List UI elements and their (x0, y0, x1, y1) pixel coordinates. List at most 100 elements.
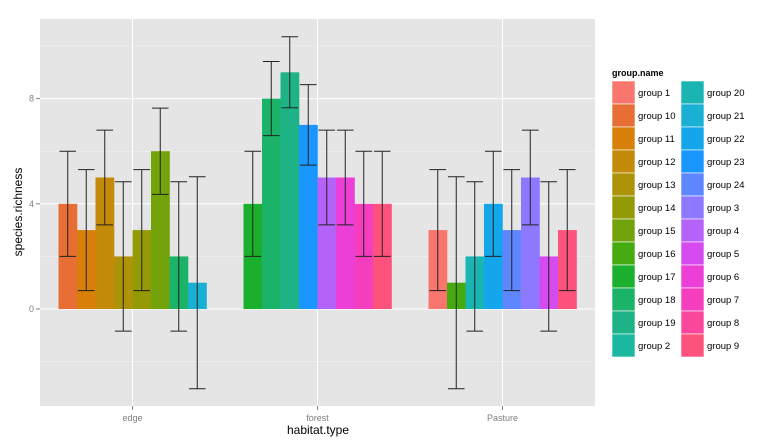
y-axis: 0 4 8 (29, 94, 40, 314)
legend-item: group 10 (611, 103, 676, 128)
legend-item: group 14 (611, 195, 676, 220)
legend-item: group 20 (680, 80, 745, 105)
errorbar-edge-group-15 (151, 107, 169, 195)
errorbar-forest-group-9 (373, 150, 391, 257)
legend-key-swatch (611, 103, 636, 128)
legend-label: group 2 (638, 341, 670, 352)
x-tick-label: edge (122, 413, 142, 423)
errorbar-edge-group-18 (170, 181, 188, 332)
errorbar-edge-group-10 (59, 150, 77, 257)
legend-label: group 16 (638, 249, 676, 260)
bar-edge-group-12 (95, 177, 115, 309)
errorbar-forest-group-23 (299, 84, 317, 166)
bar-Pasture-group-3 (521, 177, 540, 309)
y-tick-label: 0 (29, 304, 34, 314)
legend-key-swatch (611, 310, 636, 335)
legend-key-swatch (680, 103, 705, 128)
errorbar-edge-group-21 (188, 176, 206, 390)
legend: group.name group 1 group 10 group 11 group … (611, 68, 745, 358)
legend-item: group 16 (611, 241, 676, 266)
legend-key-swatch (611, 172, 636, 197)
legend-item: group 7 (680, 287, 739, 312)
bar-forest-group-23 (299, 124, 318, 310)
y-tick-label: 8 (29, 94, 34, 104)
legend-item: group 19 (611, 310, 676, 335)
legend-item: group 4 (680, 218, 739, 243)
legend-item: group 1 (611, 80, 670, 105)
bar-forest-group-18 (262, 98, 281, 309)
legend-label: group 17 (638, 272, 676, 283)
legend-label: group 18 (638, 295, 676, 306)
legend-item: group 24 (680, 172, 745, 197)
legend-label: group 1 (638, 88, 670, 99)
legend-key-swatch (611, 126, 636, 151)
legend-key-swatch (680, 195, 705, 220)
legend-label: group 14 (638, 203, 676, 214)
errorbar-Pasture-group-5 (540, 181, 558, 332)
legend-key-swatch (611, 195, 636, 220)
legend-key-swatch (680, 333, 705, 358)
errorbar-Pasture-group-22 (484, 150, 502, 257)
legend-item: group 11 (611, 126, 675, 151)
errorbar-Pasture-group-16 (447, 176, 465, 390)
legend-key-swatch (611, 80, 636, 105)
legend-key-swatch (680, 172, 705, 197)
errorbar-forest-group-7 (355, 150, 373, 257)
errorbar-forest-group-6 (336, 129, 354, 226)
bar-forest-group-19 (280, 72, 300, 309)
legend-label: group 11 (638, 134, 675, 145)
errorbar-edge-group-11 (77, 169, 95, 292)
legend-item: group 13 (611, 172, 676, 197)
legend-key-swatch (611, 241, 636, 266)
legend-item: group 22 (680, 126, 745, 151)
legend-item: group 17 (611, 264, 676, 289)
bar-forest-group-6 (336, 177, 355, 309)
bar-forest-group-4 (317, 177, 337, 309)
legend-item: group 23 (680, 149, 745, 174)
y-axis-title: species.richness (11, 168, 25, 257)
legend-label: group 23 (707, 157, 745, 168)
legend-key-swatch (680, 287, 705, 312)
x-tick-label: forest (306, 413, 329, 423)
legend-item: group 9 (680, 333, 739, 358)
legend-label: group 7 (707, 295, 739, 306)
x-axis: edge forest Pasture (122, 406, 518, 423)
errorbar-edge-group-13 (114, 181, 132, 332)
errorbar-Pasture-group-9 (558, 169, 576, 292)
legend-key-swatch (680, 149, 705, 174)
legend-key-swatch (611, 264, 636, 289)
legend-key-swatch (611, 333, 636, 358)
legend-label: group 15 (638, 226, 676, 237)
legend-item: group 8 (680, 310, 739, 335)
legend-item: group 21 (680, 103, 745, 128)
legend-item: group 3 (680, 195, 739, 220)
legend-title: group.name (612, 68, 664, 78)
legend-label: group 10 (638, 111, 676, 122)
legend-item: group 5 (680, 241, 739, 266)
legend-label: group 13 (638, 180, 676, 191)
legend-label: group 5 (707, 249, 739, 260)
x-axis-title: habitat.type (287, 423, 349, 437)
legend-item: group 15 (611, 218, 676, 243)
errorbar-forest-group-19 (281, 36, 299, 109)
legend-key-swatch (680, 241, 705, 266)
bars-layer (58, 72, 577, 310)
legend-key-swatch (680, 264, 705, 289)
bar-edge-group-15 (151, 151, 170, 309)
errorbar-edge-group-14 (133, 169, 151, 292)
errorbar-Pasture-group-1 (429, 169, 447, 292)
legend-key-swatch (611, 149, 636, 174)
errorbar-edge-group-12 (96, 129, 114, 226)
errorbar-forest-group-18 (262, 61, 280, 137)
legend-item: group 6 (680, 264, 739, 289)
legend-item: group 2 (611, 333, 670, 358)
y-tick-label: 4 (29, 199, 34, 209)
legend-label: group 24 (707, 180, 745, 191)
errorbar-Pasture-group-3 (521, 129, 539, 226)
legend-label: group 22 (707, 134, 745, 145)
legend-item: group 18 (611, 287, 676, 312)
legend-key-swatch (680, 126, 705, 151)
legend-key-swatch (611, 287, 636, 312)
legend-key-swatch (611, 218, 636, 243)
legend-label: group 21 (707, 111, 745, 122)
